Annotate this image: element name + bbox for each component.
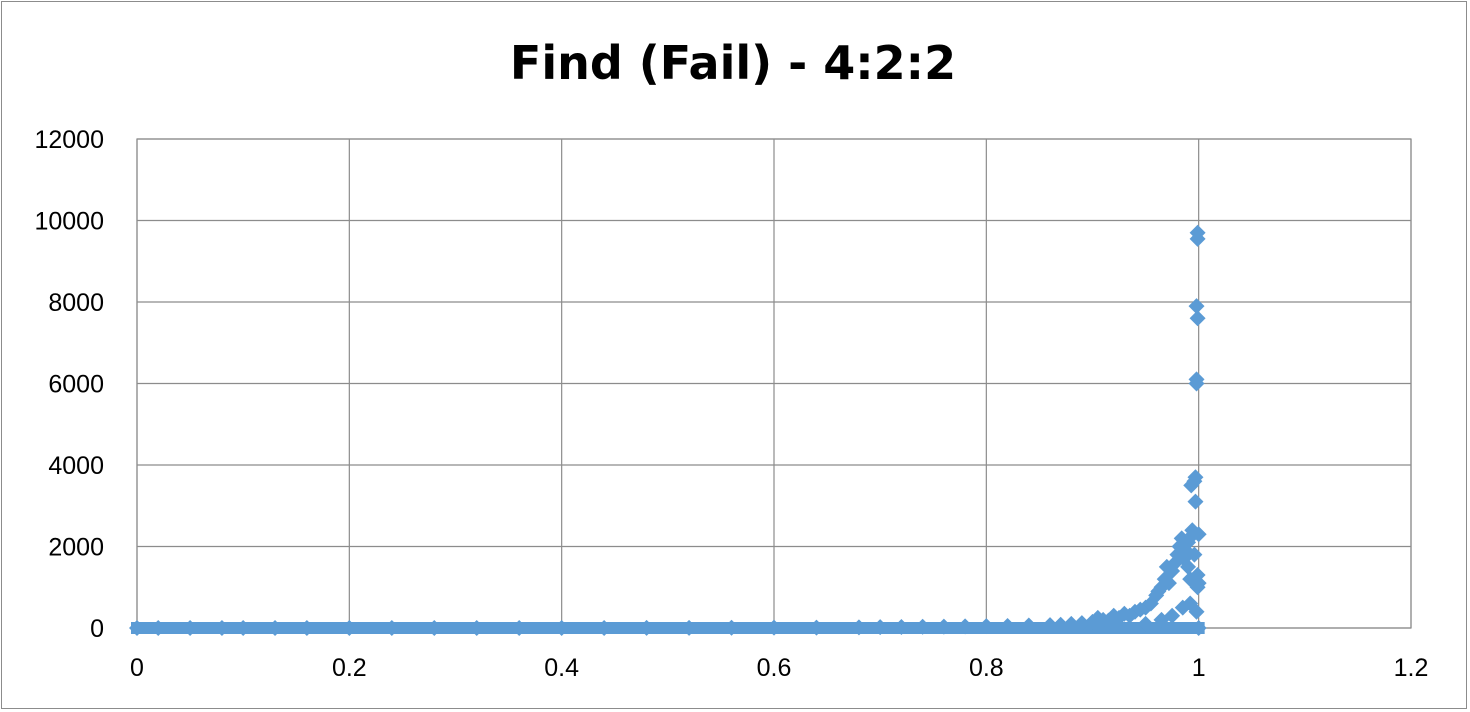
data-point-diamond — [1137, 615, 1154, 632]
x-tick-label: 0.4 — [544, 654, 579, 682]
data-point-diamond — [1190, 575, 1207, 592]
data-point-diamond — [596, 620, 613, 636]
x-tick-label: 1 — [1192, 654, 1206, 682]
data-point-diamond — [213, 620, 230, 636]
x-tick-label: 0 — [130, 654, 144, 682]
data-point-diamond — [872, 619, 889, 636]
data-point-diamond — [1052, 616, 1069, 633]
y-tick-label: 12000 — [34, 126, 104, 154]
grid-lines — [136, 138, 1412, 629]
data-point-diamond — [1187, 469, 1204, 486]
data-points — [129, 224, 1207, 636]
x-axis-tick-labels: 0 0.2 0.4 0.6 0.8 1 1.2 — [130, 654, 1428, 682]
x-tick-label: 0.8 — [969, 654, 1004, 682]
data-point-diamond — [1063, 615, 1080, 632]
data-point-diamond — [978, 618, 995, 635]
data-point-diamond — [638, 619, 655, 636]
data-point-diamond — [1153, 611, 1170, 628]
x-tick-label: 1.2 — [1394, 654, 1429, 682]
data-point-diamond — [267, 620, 284, 636]
data-point-diamond — [1188, 371, 1205, 388]
chart-title: Find (Fail) - 4:2:2 — [509, 36, 957, 90]
y-tick-label: 6000 — [48, 371, 104, 399]
data-point-diamond — [1186, 546, 1203, 563]
baseline-points-band — [131, 622, 1205, 634]
data-point-diamond — [723, 619, 740, 636]
data-point-diamond — [1020, 617, 1037, 634]
data-point-diamond — [850, 619, 867, 636]
data-point-diamond — [298, 620, 315, 636]
data-point-diamond — [957, 618, 974, 635]
x-tick-label: 0.2 — [332, 654, 367, 682]
data-point-diamond — [511, 620, 528, 636]
data-point-diamond — [766, 619, 782, 636]
data-point-diamond — [999, 617, 1016, 634]
data-point-diamond — [1160, 575, 1177, 592]
data-point-diamond — [150, 620, 167, 636]
y-tick-label: 2000 — [48, 534, 104, 562]
data-point-diamond — [129, 620, 145, 636]
data-point-diamond — [1188, 298, 1205, 315]
data-point-diamond — [1190, 526, 1207, 543]
y-tick-label: 8000 — [48, 289, 104, 317]
data-point-diamond — [1188, 603, 1205, 620]
data-point-diamond — [1180, 558, 1197, 575]
y-tick-label: 4000 — [48, 452, 104, 480]
x-tick-label: 0.6 — [757, 654, 792, 682]
data-point-diamond — [914, 618, 931, 635]
data-point-diamond — [1187, 493, 1204, 510]
y-axis-tick-labels: 0 2000 4000 6000 8000 10000 12000 — [34, 126, 104, 643]
data-point-diamond — [1042, 617, 1059, 634]
data-point-diamond — [681, 619, 698, 636]
data-point-diamond — [808, 619, 825, 636]
data-point-diamond — [1189, 310, 1206, 327]
data-point-diamond — [935, 618, 952, 635]
y-tick-label: 0 — [90, 615, 104, 643]
data-point-diamond — [426, 620, 443, 636]
y-tick-label: 10000 — [34, 208, 104, 236]
data-point-diamond — [235, 620, 252, 636]
data-point-diamond — [1190, 620, 1207, 636]
data-point-diamond — [383, 620, 400, 636]
data-point-diamond — [182, 620, 199, 636]
data-point-diamond — [1073, 615, 1090, 632]
data-point-diamond — [341, 620, 358, 636]
data-point-diamond — [893, 618, 910, 635]
data-point-diamond — [553, 620, 570, 636]
data-point-diamond — [1189, 230, 1206, 247]
data-point-diamond — [468, 620, 485, 636]
